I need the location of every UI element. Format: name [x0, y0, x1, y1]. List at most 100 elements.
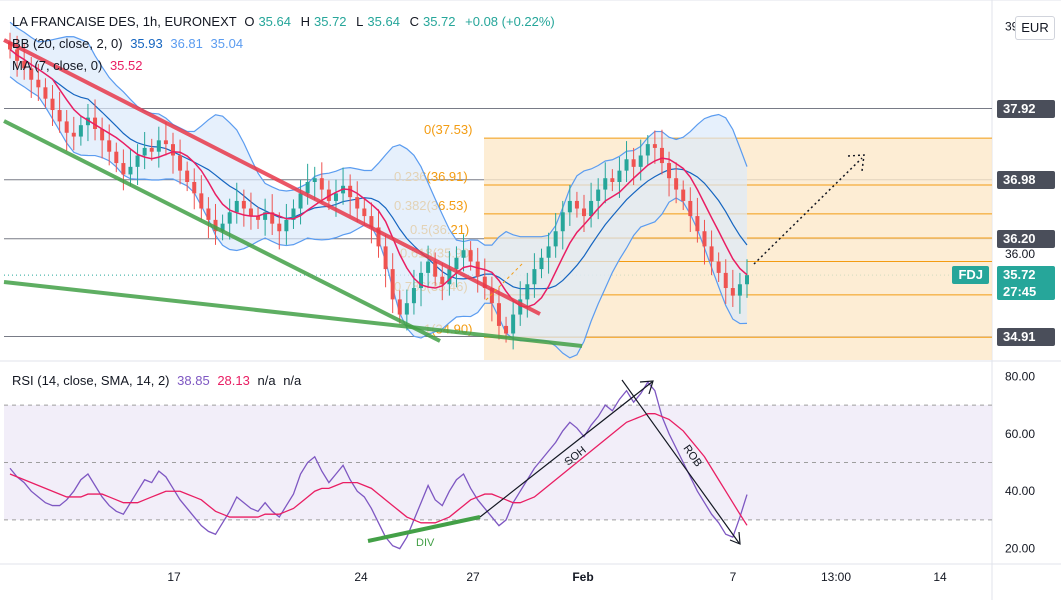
candle-body: [36, 79, 41, 88]
projection-arrowhead: [847, 154, 865, 172]
candle-body: [248, 208, 253, 217]
candle-body: [482, 276, 487, 289]
candle-body: [525, 284, 530, 300]
candle-body: [64, 121, 69, 133]
time-tick-label: 7: [730, 570, 737, 584]
bb-basis-line: [9, 48, 748, 290]
candle-body: [29, 68, 34, 80]
candle-body: [163, 140, 168, 145]
high-value: 35.72: [314, 14, 347, 29]
bb-basis-value: 35.93: [130, 36, 163, 51]
candle-body: [582, 208, 587, 217]
candle-body: [745, 275, 749, 285]
candle-body: [121, 163, 126, 175]
ma-legend[interactable]: MA (7, close, 0) 35.52: [12, 58, 143, 73]
candle-body: [709, 246, 714, 262]
candle-body: [702, 231, 707, 247]
candle-body: [433, 261, 438, 277]
candle-body: [454, 257, 459, 270]
ma-line: [9, 48, 748, 308]
bb-upper-line: [9, 21, 748, 246]
candle-body: [404, 303, 409, 315]
change-value: +0.08 (+0.22%): [465, 14, 555, 29]
symbol-title: LA FRANCAISE DES, 1h, EURONEXT: [12, 14, 237, 29]
candle-body: [192, 182, 197, 194]
candle-body: [383, 246, 388, 270]
price-tag: 36.20: [997, 229, 1055, 248]
candle-body: [419, 272, 424, 289]
rsi-legend[interactable]: RSI (14, close, SMA, 14, 2) 38.85 28.13 …: [12, 373, 302, 388]
candle-body: [220, 223, 225, 232]
candle-body: [475, 261, 480, 277]
currency-button[interactable]: EUR: [1015, 16, 1055, 40]
candles: [8, 32, 749, 350]
candle-body: [674, 178, 679, 190]
candle-body: [440, 276, 445, 285]
current-price-tag: 35.72 27:45: [997, 266, 1055, 301]
candle-body: [57, 110, 62, 122]
candle-body: [376, 227, 381, 247]
candle-body: [695, 216, 700, 232]
candle-body: [539, 257, 544, 270]
candle-body: [206, 208, 211, 220]
candle-body: [298, 193, 303, 209]
candle-body: [114, 151, 119, 164]
bb-legend[interactable]: BB (20, close, 2, 0) 35.93 36.81 35.04: [12, 36, 244, 51]
candle-body: [567, 200, 572, 213]
candle-body: [85, 117, 90, 126]
candle-body: [426, 261, 431, 273]
candle-body: [688, 200, 693, 217]
ma-value: 35.52: [109, 58, 143, 73]
candle-body: [319, 178, 324, 190]
price-tick-label: 36.00: [1005, 247, 1035, 261]
candle-body: [8, 41, 12, 50]
rob-arrow: [621, 379, 740, 544]
candle-body: [560, 212, 565, 232]
candle-body: [667, 163, 672, 179]
candle-body: [170, 144, 175, 156]
rsi-tick-label: 60.00: [1005, 427, 1035, 441]
time-tick-label: 13:00: [821, 570, 851, 584]
candle-body: [468, 250, 473, 262]
candle-body: [241, 200, 246, 209]
bb-upper-value: 36.81: [170, 36, 203, 51]
candle-body: [333, 193, 338, 201]
current-price-label: 35.72: [1003, 267, 1036, 283]
candle-body: [723, 272, 728, 289]
candle-body: [256, 216, 261, 220]
rsi-line: [9, 380, 748, 550]
rob-arrowhead: [729, 531, 741, 545]
rsi-tick-label: 20.00: [1005, 542, 1035, 556]
candle-body: [511, 314, 516, 334]
candle-body: [78, 125, 83, 137]
open-value: 35.64: [258, 14, 291, 29]
candle-body: [659, 147, 664, 164]
candle-body: [447, 269, 452, 285]
candle-body: [277, 223, 282, 232]
time-tick-label: 24: [354, 570, 368, 584]
candle-body: [624, 159, 629, 171]
bb-fill: [10, 22, 747, 358]
soh-arrowhead: [639, 380, 654, 395]
candle-body: [504, 325, 509, 334]
candle-body: [518, 299, 523, 315]
candle-body: [178, 155, 183, 171]
candle-body: [71, 132, 76, 137]
bar-countdown-label: 27:45: [1003, 284, 1037, 300]
green-trendline-lower: [3, 280, 583, 348]
candle-body: [489, 288, 494, 304]
candle-body: [305, 182, 310, 194]
candle-body: [50, 98, 55, 111]
candle-body: [716, 261, 721, 273]
candle-body: [681, 189, 686, 201]
candle-body: [362, 208, 367, 217]
candle-body: [312, 178, 317, 182]
rsi-ma-value: 28.13: [217, 373, 250, 388]
green-trendline-upper: [3, 119, 441, 343]
candle-body: [263, 212, 268, 220]
candle-body: [496, 303, 501, 326]
candle-body: [135, 155, 140, 167]
candle-body: [730, 288, 735, 296]
